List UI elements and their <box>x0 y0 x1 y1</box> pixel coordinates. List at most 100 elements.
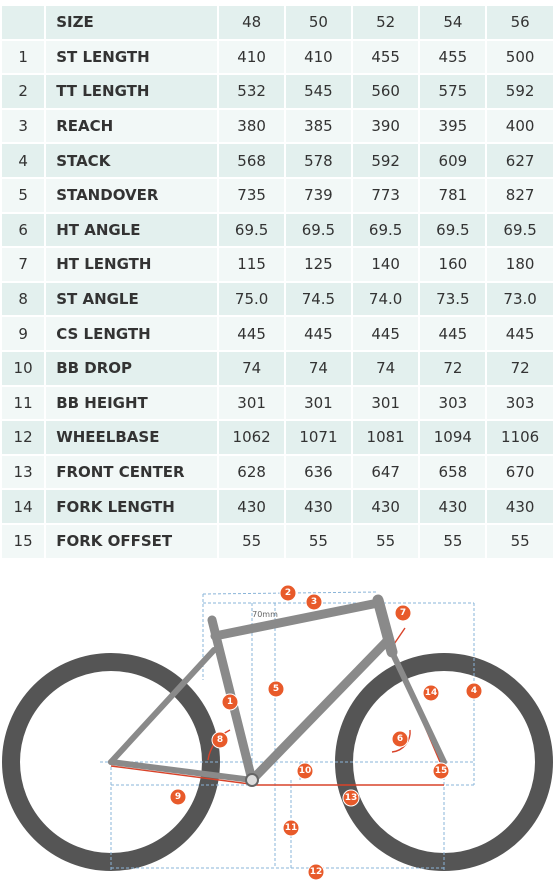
cell: 69.5 <box>284 211 353 249</box>
cell: 69.5 <box>418 211 488 249</box>
table-row: 7 HT LENGTH 115 125 140 160 180 <box>0 246 555 283</box>
cell: 72 <box>485 349 555 387</box>
cell: 140 <box>350 246 421 283</box>
cell: 1081 <box>350 419 421 456</box>
cell: 69.5 <box>485 211 555 249</box>
cell: 55 <box>485 522 555 560</box>
callout-circle <box>305 593 323 611</box>
cell: 72 <box>418 349 488 387</box>
table-row: 2 TT LENGTH 532 545 560 575 592 <box>0 73 555 110</box>
cell: 628 <box>217 453 287 491</box>
row-label: ST ANGLE <box>44 280 220 318</box>
cell: 303 <box>418 384 488 422</box>
cell: 568 <box>217 142 287 179</box>
callout-circle <box>282 819 300 837</box>
callout-circle <box>211 731 229 749</box>
row-label: STANDOVER <box>44 176 220 214</box>
note: 70mm <box>252 610 278 619</box>
cell: 592 <box>350 142 421 179</box>
callout-label: 9 <box>175 792 181 802</box>
cell: 55 <box>418 522 488 560</box>
size-header: 48 <box>217 4 287 41</box>
callout-circle <box>394 604 412 622</box>
callout: 4 <box>465 682 483 700</box>
cell: 73.0 <box>485 280 555 318</box>
cell: 301 <box>284 384 353 422</box>
cell: 115 <box>217 246 287 283</box>
row-label: BB DROP <box>44 349 220 387</box>
cell: 578 <box>284 142 353 179</box>
cell: 410 <box>217 38 287 76</box>
cell: 55 <box>217 522 287 560</box>
row-number: 7 <box>0 246 47 283</box>
header-label: SIZE <box>44 4 220 41</box>
cell: 55 <box>350 522 421 560</box>
callout-label: 5 <box>273 684 279 694</box>
cell: 73.5 <box>418 280 488 318</box>
row-number: 13 <box>0 453 47 491</box>
callout-label: 12 <box>310 867 323 877</box>
cell: 575 <box>418 73 488 110</box>
row-number: 11 <box>0 384 47 422</box>
callout-circle <box>432 762 450 780</box>
row-number: 10 <box>0 349 47 387</box>
callout-label: 15 <box>435 766 448 776</box>
cell: 500 <box>485 38 555 76</box>
callout-circle <box>221 693 239 711</box>
cell: 74 <box>284 349 353 387</box>
row-number: 8 <box>0 280 47 318</box>
cell: 1094 <box>418 419 488 456</box>
callout: 7 <box>394 604 412 622</box>
cell: 455 <box>418 38 488 76</box>
row-number: 14 <box>0 488 47 525</box>
row-label: HT LENGTH <box>44 246 220 283</box>
row-label: ST LENGTH <box>44 38 220 76</box>
cell: 647 <box>350 453 421 491</box>
row-label: HT ANGLE <box>44 211 220 249</box>
table-row: 10 BB DROP 74 74 74 72 72 <box>0 349 555 387</box>
row-label: FRONT CENTER <box>44 453 220 491</box>
table-row: 5 STANDOVER 735 739 773 781 827 <box>0 176 555 214</box>
cell: 301 <box>217 384 287 422</box>
callout-label: 6 <box>397 734 403 744</box>
geometry-table: SIZE 48 50 52 54 56 1 ST LENGTH 410 410 455 455 500 2… <box>0 4 555 560</box>
row-label: REACH <box>44 107 220 145</box>
empty-cell <box>0 4 47 41</box>
table-row: 4 STACK 568 578 592 609 627 <box>0 142 555 179</box>
cell: 74 <box>350 349 421 387</box>
cell: 1062 <box>217 419 287 456</box>
row-label: BB HEIGHT <box>44 384 220 422</box>
cell: 781 <box>418 176 488 214</box>
callout-label: 7 <box>400 608 406 618</box>
cell: 410 <box>284 38 353 76</box>
cell: 55 <box>284 522 353 560</box>
callout: 15 <box>432 762 450 780</box>
cell: 430 <box>350 488 421 525</box>
cell: 430 <box>284 488 353 525</box>
cell: 739 <box>284 176 353 214</box>
callout: 8 <box>211 731 229 749</box>
cell: 160 <box>418 246 488 283</box>
row-number: 5 <box>0 176 47 214</box>
callout-circle <box>296 762 314 780</box>
row-label: TT LENGTH <box>44 73 220 110</box>
row-number: 9 <box>0 315 47 352</box>
callout-label: 8 <box>217 735 223 745</box>
cell: 74.5 <box>284 280 353 318</box>
cell: 560 <box>350 73 421 110</box>
cell: 430 <box>485 488 555 525</box>
row-label: STACK <box>44 142 220 179</box>
cell: 125 <box>284 246 353 283</box>
cell: 455 <box>350 38 421 76</box>
row-number: 2 <box>0 73 47 110</box>
callout: 1 <box>221 693 239 711</box>
cell: 445 <box>485 315 555 352</box>
cell: 445 <box>284 315 353 352</box>
table-row: 14 FORK LENGTH 430 430 430 430 430 <box>0 488 555 525</box>
cell: 670 <box>485 453 555 491</box>
callout-circle <box>391 730 409 748</box>
cell: 1071 <box>284 419 353 456</box>
table-row: 11 BB HEIGHT 301 301 301 303 303 <box>0 384 555 422</box>
row-number: 6 <box>0 211 47 249</box>
